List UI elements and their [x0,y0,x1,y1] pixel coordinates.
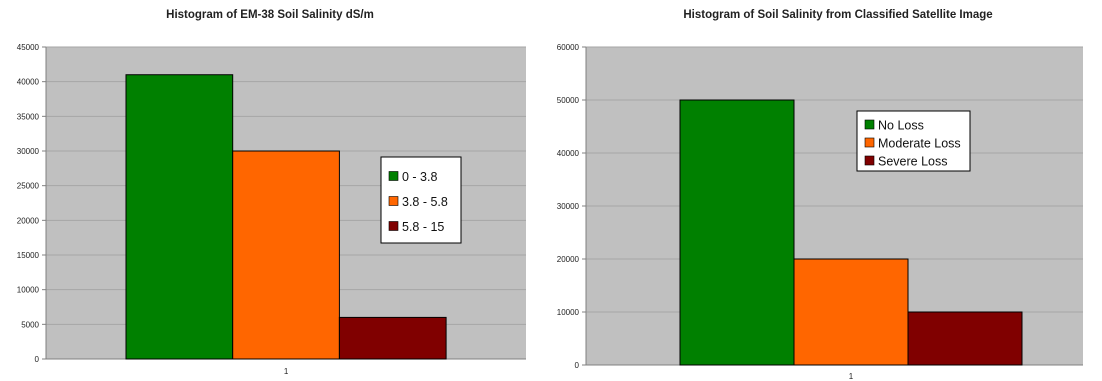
legend-label: No Loss [878,119,924,133]
legend-swatch [388,196,399,206]
x-category-label: 1 [284,367,289,376]
legend-label: 5.8 - 15 [402,220,444,234]
legend-swatch [388,171,399,181]
legend-label: Moderate Loss [878,137,961,151]
y-tick-label: 10000 [17,286,40,295]
em38-chart-svg: Histogram of EM-38 Soil Salinity dS/m 0 50… [17,9,526,376]
legend-swatch [864,155,875,166]
y-tick-label: 40000 [17,78,40,87]
legend-label: 0 - 3.8 [402,170,437,184]
salinity-em38-chart: Histogram of EM-38 Soil Salinity dS/m 0 50… [0,0,541,381]
bar [793,258,909,366]
y-tick-label: 10000 [557,308,580,317]
x-category-label: 1 [849,372,854,381]
bar [907,311,1023,366]
legend-swatch [864,119,875,130]
legend-label: Severe Loss [878,155,947,169]
bar [125,74,234,360]
y-tick-label: 40000 [557,149,580,158]
y-tick-label: 15000 [17,251,40,260]
satellite-chart-svg: Histogram of Soil Salinity from Classifi… [557,9,1083,381]
legend-swatch [864,137,875,148]
chart-title: Histogram of EM-38 Soil Salinity dS/m [166,9,374,21]
y-tick-label: 0 [35,355,40,364]
y-tick-label: 5000 [21,320,39,329]
salinity-satellite-chart: Histogram of Soil Salinity from Classifi… [541,0,1102,381]
y-tick-label: 30000 [17,147,40,156]
legend-swatch [388,221,399,231]
bar [679,99,795,366]
y-tick-label: 0 [575,361,580,370]
y-tick-label: 60000 [557,43,580,52]
y-tick-label: 45000 [17,43,40,52]
bar [338,316,447,360]
legend-label: 3.8 - 5.8 [402,195,448,209]
bar [232,150,340,360]
y-tick-label: 50000 [557,96,580,105]
legend-box [856,110,971,172]
y-tick-label: 30000 [557,202,580,211]
y-tick-label: 35000 [17,112,40,121]
y-tick-label: 20000 [17,216,40,225]
y-tick-label: 25000 [17,182,40,191]
y-tick-label: 20000 [557,255,580,264]
chart-title: Histogram of Soil Salinity from Classifi… [683,9,992,21]
